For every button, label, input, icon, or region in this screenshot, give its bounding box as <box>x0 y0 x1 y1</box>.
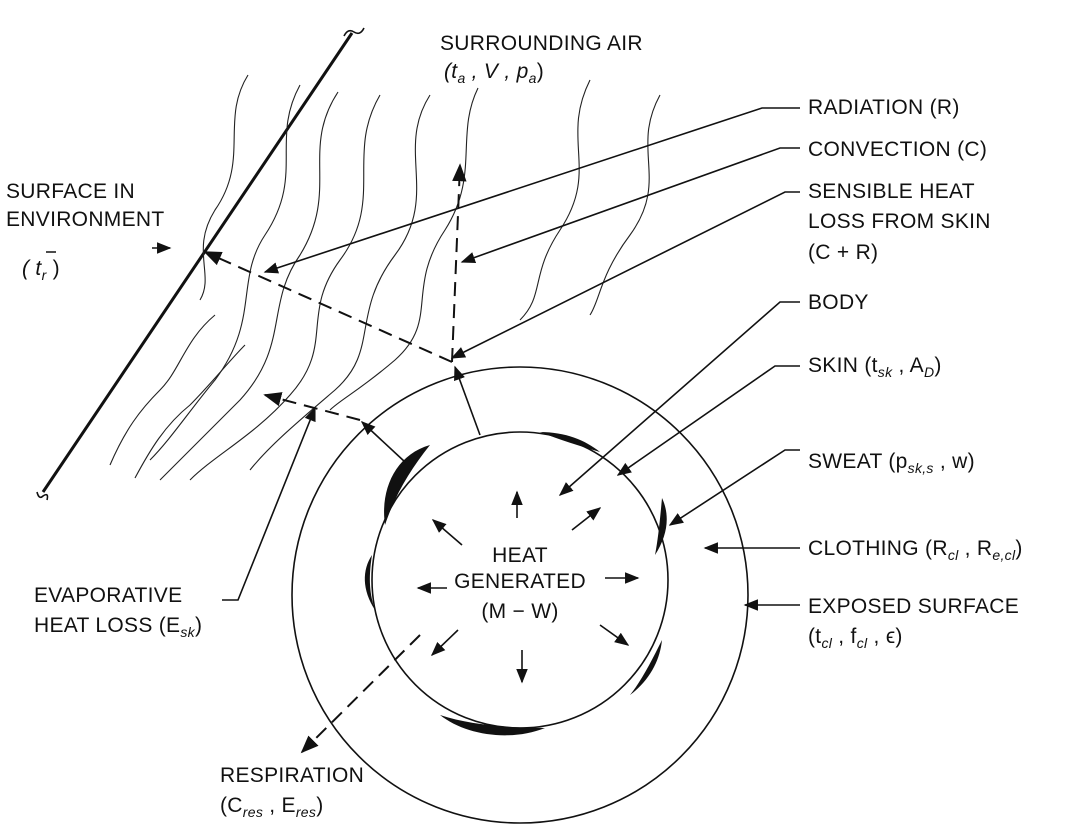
label-surrounding-air: SURROUNDING AIR (ta , V , pa) <box>440 32 643 86</box>
sensible-heat-arrow <box>454 365 481 436</box>
surrounding-air-title: SURROUNDING AIR <box>440 32 643 55</box>
environment-surface <box>36 27 365 501</box>
svg-text:EVAPORATIVE: EVAPORATIVE <box>34 584 182 607</box>
svg-text:RESPIRATION: RESPIRATION <box>220 764 364 787</box>
svg-text:ENVIRONMENT: ENVIRONMENT <box>6 208 164 231</box>
respiration-arrow <box>300 634 421 754</box>
heat-generated-arrows <box>416 490 640 684</box>
svg-text:( tr ): ( tr ) <box>22 257 60 283</box>
label-sensible-heat: SENSIBLE HEAT LOSS FROM SKIN (C + R) <box>808 180 991 264</box>
label-body: BODY <box>808 291 869 314</box>
svg-text:(Cres , Eres): (Cres , Eres) <box>220 794 324 820</box>
svg-text:LOSS FROM SKIN: LOSS FROM SKIN <box>808 210 991 233</box>
sweat-blobs <box>364 432 667 736</box>
label-skin: SKIN (tsk , AD) <box>808 354 942 380</box>
svg-text:(M − W): (M − W) <box>481 600 558 623</box>
label-clothing: CLOTHING (Rcl , Re,cl) <box>808 537 1023 563</box>
svg-text:(C + R): (C + R) <box>808 241 878 264</box>
label-evaporative: EVAPORATIVE HEAT LOSS (Esk) <box>34 584 202 640</box>
svg-text:HEAT LOSS (Esk): HEAT LOSS (Esk) <box>34 614 202 640</box>
svg-text:(tcl , fcl , ϵ): (tcl , fcl , ϵ) <box>808 625 903 651</box>
label-respiration: RESPIRATION (Cres , Eres) <box>220 764 364 820</box>
air-flow-lines <box>109 74 661 481</box>
label-sweat: SWEAT (psk,s , w) <box>808 450 975 476</box>
label-surface-environment: SURFACE IN ENVIRONMENT ( tr ) <box>6 180 164 283</box>
svg-text:GENERATED: GENERATED <box>454 570 586 593</box>
surrounding-air-vars: (ta , V , pa) <box>444 60 544 86</box>
label-radiation: RADIATION (R) <box>808 96 960 119</box>
svg-text:SENSIBLE HEAT: SENSIBLE HEAT <box>808 180 975 203</box>
svg-text:HEAT: HEAT <box>492 544 548 567</box>
break-mark-bottom <box>36 491 49 501</box>
leader-lines <box>152 107 800 611</box>
label-exposed-surface: EXPOSED SURFACE (tcl , fcl , ϵ) <box>808 595 1019 651</box>
svg-text:SURFACE IN: SURFACE IN <box>6 180 135 203</box>
convection-dashed-arrow <box>451 163 467 363</box>
label-convection: CONVECTION (C) <box>808 138 987 161</box>
evap-solid-arrow <box>360 421 406 463</box>
break-mark-top <box>343 27 365 37</box>
svg-text:EXPOSED SURFACE: EXPOSED SURFACE <box>808 595 1019 618</box>
clothing-circle <box>291 366 749 824</box>
radiation-dashed-path <box>203 251 453 363</box>
label-heat-generated: HEAT GENERATED (M − W) <box>454 544 586 623</box>
